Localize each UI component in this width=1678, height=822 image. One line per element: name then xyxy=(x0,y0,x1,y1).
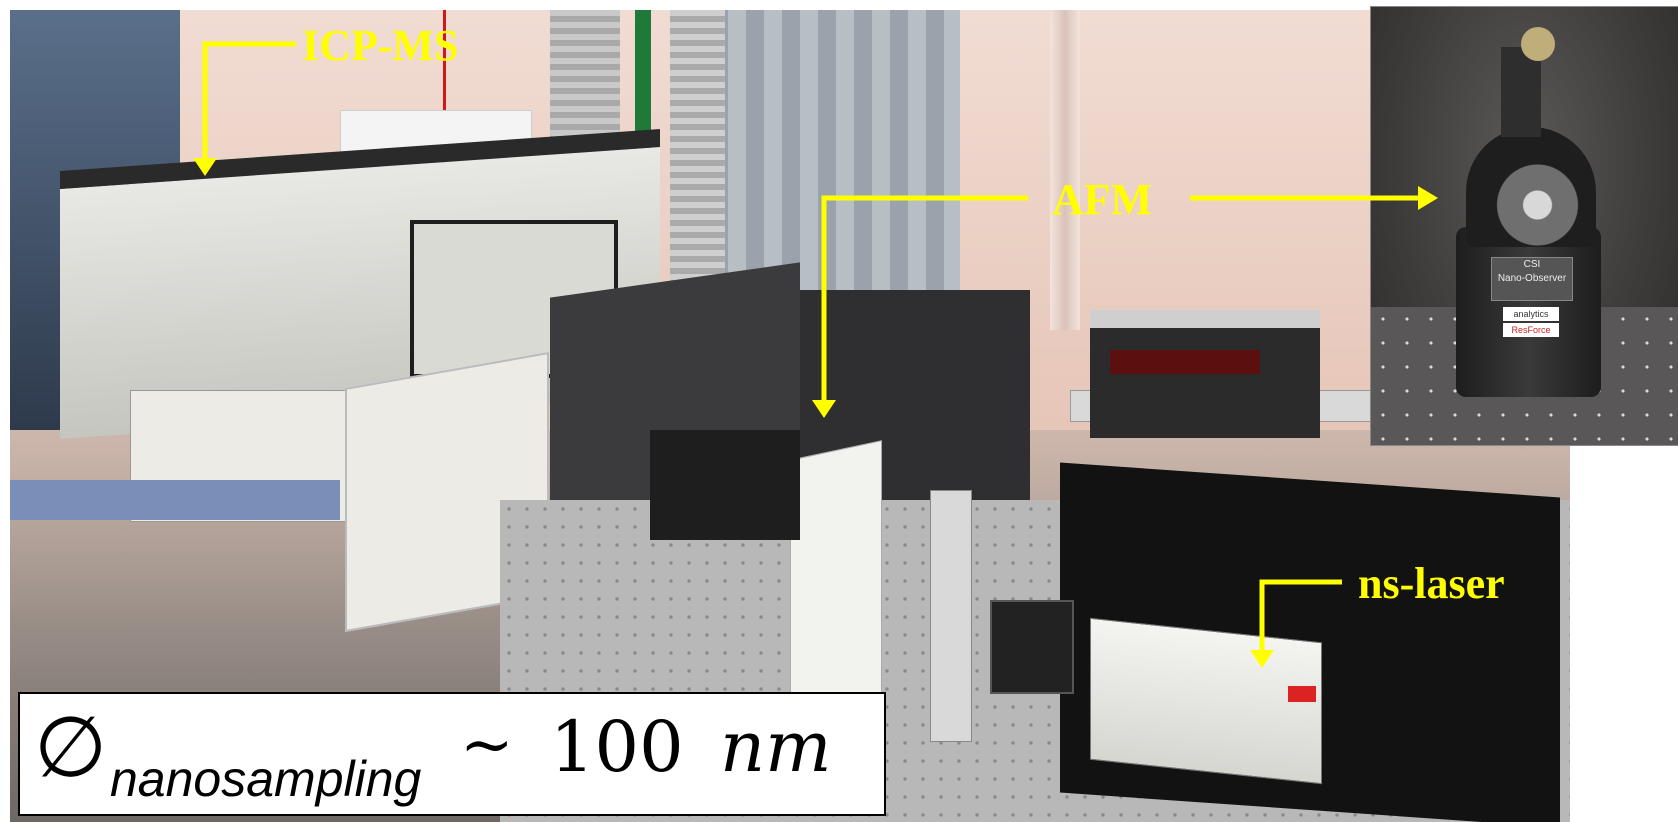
afm-arrowhead-down xyxy=(812,400,836,418)
label-ns-laser: ns-laser xyxy=(1358,559,1505,608)
afm-inset-photo: CSI Nano-Observer analytics ResForce xyxy=(1370,6,1678,446)
controller xyxy=(1090,310,1320,438)
icp-ms-arrowhead xyxy=(193,158,217,176)
afm-top-dome xyxy=(1521,27,1555,61)
post xyxy=(930,490,972,742)
air-duct-2 xyxy=(670,10,725,310)
diameter-symbol: ∅ xyxy=(34,698,108,796)
camera-box xyxy=(990,600,1074,694)
sticker-1: analytics xyxy=(1503,307,1559,321)
label-afm: AFM xyxy=(1052,175,1153,224)
afm-top-arm xyxy=(1501,47,1541,137)
ns-laser-arrowhead xyxy=(1250,650,1274,668)
icp-ms-arrow xyxy=(202,41,296,160)
afm-arrowhead-right xyxy=(1418,186,1438,210)
plate-line-2: Nano-Observer xyxy=(1497,273,1567,284)
laser-red-label xyxy=(1288,686,1316,702)
label-icp-ms: ICP-MS xyxy=(302,21,459,70)
afm-name-plate: CSI Nano-Observer xyxy=(1491,257,1573,301)
ns-laser-arrow xyxy=(1259,579,1342,652)
lab-photo xyxy=(10,10,1570,822)
formula-subscript: nanosampling xyxy=(110,751,422,807)
blue-table xyxy=(10,480,340,520)
optics-mount xyxy=(650,430,800,540)
afm-head xyxy=(1466,127,1596,247)
afm-arrow-left xyxy=(821,195,1028,402)
formula-unit: nm xyxy=(720,706,832,788)
curtain xyxy=(710,10,960,310)
controller-display xyxy=(1110,350,1260,374)
sticker-2: ResForce xyxy=(1503,323,1559,337)
formula-value: 100 xyxy=(550,706,684,788)
formula-relation: ~ xyxy=(460,708,514,782)
wall-pipes xyxy=(1050,10,1080,330)
plate-line-1: CSI xyxy=(1523,259,1541,270)
formula-box: ∅ nanosampling ~ 100 nm xyxy=(18,692,886,816)
